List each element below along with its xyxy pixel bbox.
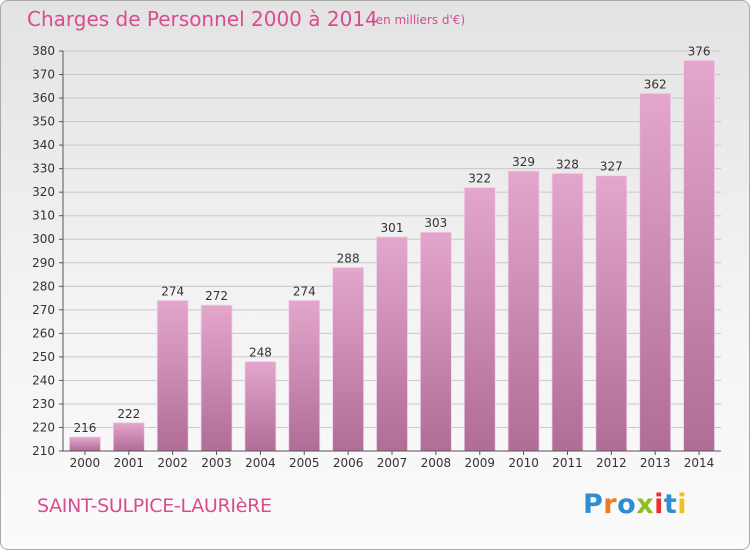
value-label: 274 — [161, 284, 184, 298]
x-tick-label: 2010 — [508, 456, 539, 470]
y-tick-label: 300 — [32, 232, 55, 246]
chart-title: Charges de Personnel 2000 à 2014 — [27, 7, 378, 31]
bar — [595, 175, 628, 452]
value-label: 329 — [512, 155, 535, 169]
y-tick-label: 230 — [32, 397, 55, 411]
x-tick-label: 2002 — [157, 456, 188, 470]
value-label: 322 — [468, 171, 491, 185]
y-tick-label: 210 — [32, 444, 55, 458]
y-tick-label: 340 — [32, 138, 55, 152]
value-label: 272 — [205, 289, 228, 303]
value-label: 376 — [688, 44, 711, 58]
x-tick-label: 2005 — [289, 456, 320, 470]
value-label: 274 — [293, 284, 316, 298]
bar — [683, 60, 715, 452]
logo-letter: o — [617, 489, 637, 520]
logo-letter: P — [583, 489, 604, 520]
y-tick-label: 330 — [32, 162, 55, 176]
bar — [551, 172, 584, 452]
axes: 210 220 230 240 250 260 270 280 290 300 310 320 330 3… — [32, 44, 721, 458]
x-tick-label: 2013 — [640, 456, 671, 470]
y-tick-label: 270 — [32, 303, 55, 317]
y-tick-label: 320 — [32, 185, 55, 199]
value-label: 362 — [644, 77, 667, 91]
x-tick-label: 2008 — [421, 456, 452, 470]
logo-letter: t — [663, 489, 678, 520]
y-tick-label: 370 — [32, 68, 55, 82]
bar — [112, 422, 145, 452]
y-tick-label: 280 — [32, 279, 55, 293]
value-label: 248 — [249, 346, 272, 360]
y-tick-label: 250 — [32, 350, 55, 364]
x-tick-label: 2007 — [377, 456, 408, 470]
x-tick-label: 2000 — [70, 456, 101, 470]
y-tick-label: 310 — [32, 209, 55, 223]
x-tick-label: 2009 — [464, 456, 495, 470]
bar — [332, 267, 365, 452]
y-tick-label: 350 — [32, 115, 55, 129]
y-tick-label: 260 — [32, 326, 55, 340]
labels: 216 2000 222 2001 274 2002 272 2003 248 2004 274 20… — [70, 44, 715, 470]
logo-letter: r — [603, 489, 618, 520]
bar — [288, 300, 321, 452]
x-tick-label: 2003 — [201, 456, 232, 470]
bar — [419, 231, 452, 452]
y-tick-label: 360 — [32, 91, 55, 105]
value-label: 327 — [600, 160, 623, 174]
proxiti-logo: Proxiti — [583, 489, 687, 520]
logo-letter: x — [636, 489, 655, 520]
x-tick-label: 2012 — [596, 456, 627, 470]
value-label: 303 — [424, 216, 447, 230]
value-label: 222 — [117, 407, 140, 421]
value-label: 216 — [73, 421, 96, 435]
bar — [156, 300, 189, 452]
x-tick-label: 2014 — [684, 456, 715, 470]
x-tick-label: 2004 — [245, 456, 276, 470]
commune-name: SAINT-SULPICE-LAURIèRE — [37, 495, 272, 517]
y-tick-label: 290 — [32, 256, 55, 270]
value-label: 301 — [381, 221, 404, 235]
logo-letter: i — [677, 489, 688, 520]
bar — [69, 436, 101, 452]
y-tick-label: 240 — [32, 373, 55, 387]
logo-letter: i — [654, 489, 664, 520]
bars — [69, 60, 715, 452]
bar — [244, 361, 277, 452]
x-tick-label: 2006 — [333, 456, 364, 470]
bar — [463, 187, 496, 452]
bar — [507, 170, 540, 452]
bar — [200, 304, 233, 452]
value-label: 328 — [556, 157, 579, 171]
bar — [376, 236, 408, 452]
y-tick-label: 380 — [32, 44, 55, 58]
value-label: 288 — [337, 251, 360, 265]
y-tick-label: 220 — [32, 420, 55, 434]
bar — [639, 92, 672, 452]
x-tick-label: 2011 — [552, 456, 583, 470]
chart-subtitle: (en milliers d'€) — [371, 13, 466, 27]
x-tick-label: 2001 — [114, 456, 145, 470]
